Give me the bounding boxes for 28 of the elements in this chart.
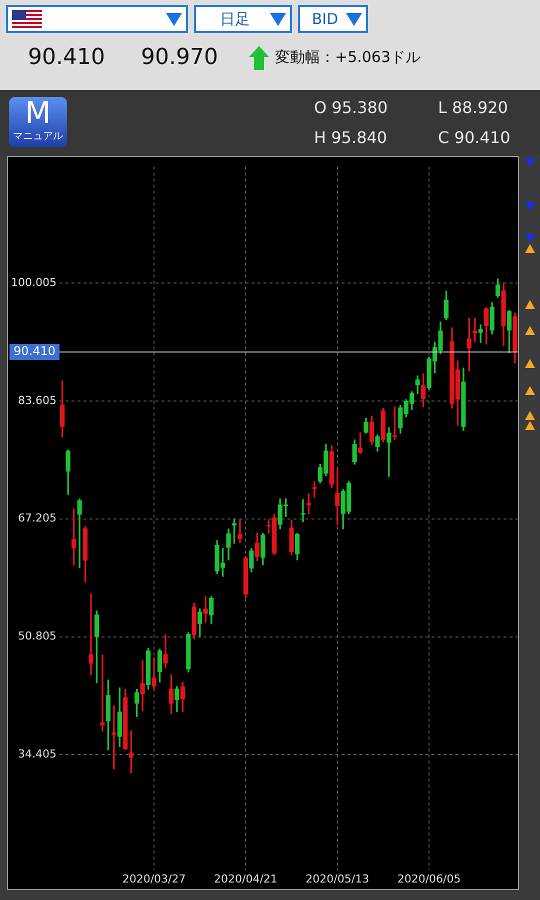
text: 90.410 <box>28 45 106 70</box>
candlestick <box>386 427 392 477</box>
candlestick <box>112 706 116 770</box>
candlestick <box>140 660 145 712</box>
candlestick <box>238 519 242 543</box>
candlestick <box>100 654 105 732</box>
manual-button: M マニュアル <box>9 97 67 147</box>
text: BID <box>310 10 340 28</box>
y-tick-label: 67.205 <box>18 512 56 525</box>
x-tick-label: 2020/05/13 <box>306 872 370 886</box>
y-tick-label: 34.405 <box>18 748 56 761</box>
candlestick <box>300 499 306 522</box>
text: L 88.920 <box>438 98 508 117</box>
x-tick-label: 2020/03/27 <box>122 872 186 886</box>
x-tick-label: 2020/04/21 <box>214 872 278 886</box>
text: H 95.840 <box>314 128 388 147</box>
text: O 95.380 <box>314 98 388 117</box>
y-tick-label: 100.005 <box>10 276 56 289</box>
y-tick-label: 83.605 <box>18 394 56 407</box>
text: 変動幅：+5.063ドル <box>275 48 421 67</box>
y-tick-label: 50.805 <box>18 630 56 643</box>
text: 日足 <box>219 10 251 28</box>
candlestick <box>88 593 94 676</box>
x-tick-label: 2020/06/05 <box>397 872 461 886</box>
text: 90.970 <box>141 45 219 70</box>
ref-line-label: 90.410 <box>14 344 56 358</box>
candlestick <box>77 498 82 568</box>
text: C 90.410 <box>438 128 510 147</box>
